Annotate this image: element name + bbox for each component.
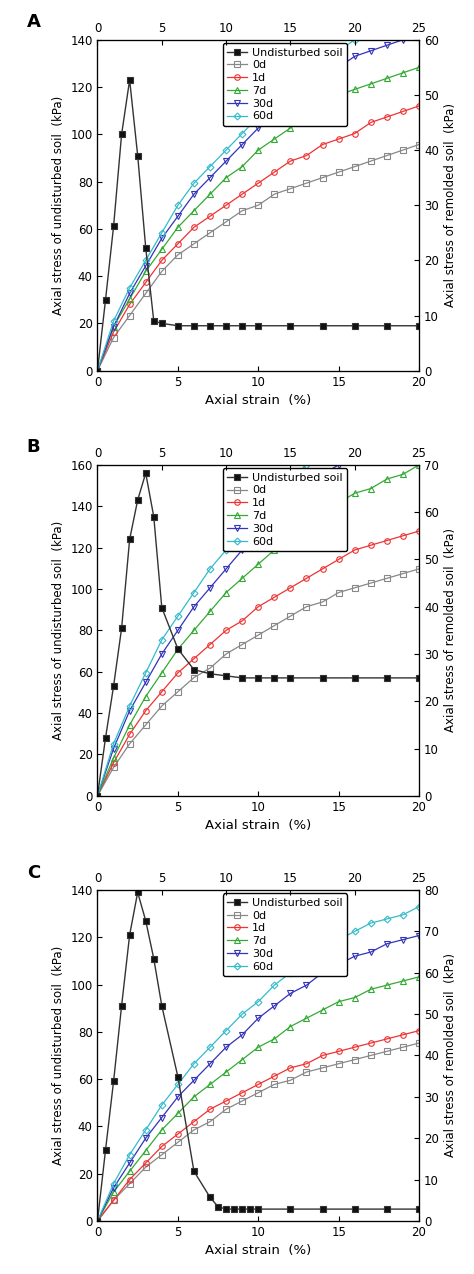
Y-axis label: Axial stress of remolded soil  (kPa): Axial stress of remolded soil (kPa)	[444, 529, 457, 733]
Y-axis label: Axial stress of remolded soil  (kPa): Axial stress of remolded soil (kPa)	[444, 103, 457, 307]
X-axis label: Axial strain  (%): Axial strain (%)	[205, 394, 311, 408]
Legend: Undisturbed soil, 0d, 1d, 7d, 30d, 60d: Undisturbed soil, 0d, 1d, 7d, 30d, 60d	[223, 893, 347, 976]
Y-axis label: Axial stress of undisturbed soil  (kPa): Axial stress of undisturbed soil (kPa)	[52, 96, 64, 315]
Y-axis label: Axial stress of remolded soil  (kPa): Axial stress of remolded soil (kPa)	[444, 953, 457, 1158]
Y-axis label: Axial stress of undisturbed soil  (kPa): Axial stress of undisturbed soil (kPa)	[52, 521, 64, 740]
Text: B: B	[27, 438, 40, 456]
Legend: Undisturbed soil, 0d, 1d, 7d, 30d, 60d: Undisturbed soil, 0d, 1d, 7d, 30d, 60d	[223, 469, 347, 550]
X-axis label: Axial strain  (%): Axial strain (%)	[205, 819, 311, 832]
Legend: Undisturbed soil, 0d, 1d, 7d, 30d, 60d: Undisturbed soil, 0d, 1d, 7d, 30d, 60d	[223, 43, 347, 126]
Text: C: C	[27, 864, 40, 882]
Text: A: A	[27, 13, 41, 32]
Y-axis label: Axial stress of undisturbed soil  (kPa): Axial stress of undisturbed soil (kPa)	[52, 945, 64, 1166]
X-axis label: Axial strain  (%): Axial strain (%)	[205, 1245, 311, 1257]
